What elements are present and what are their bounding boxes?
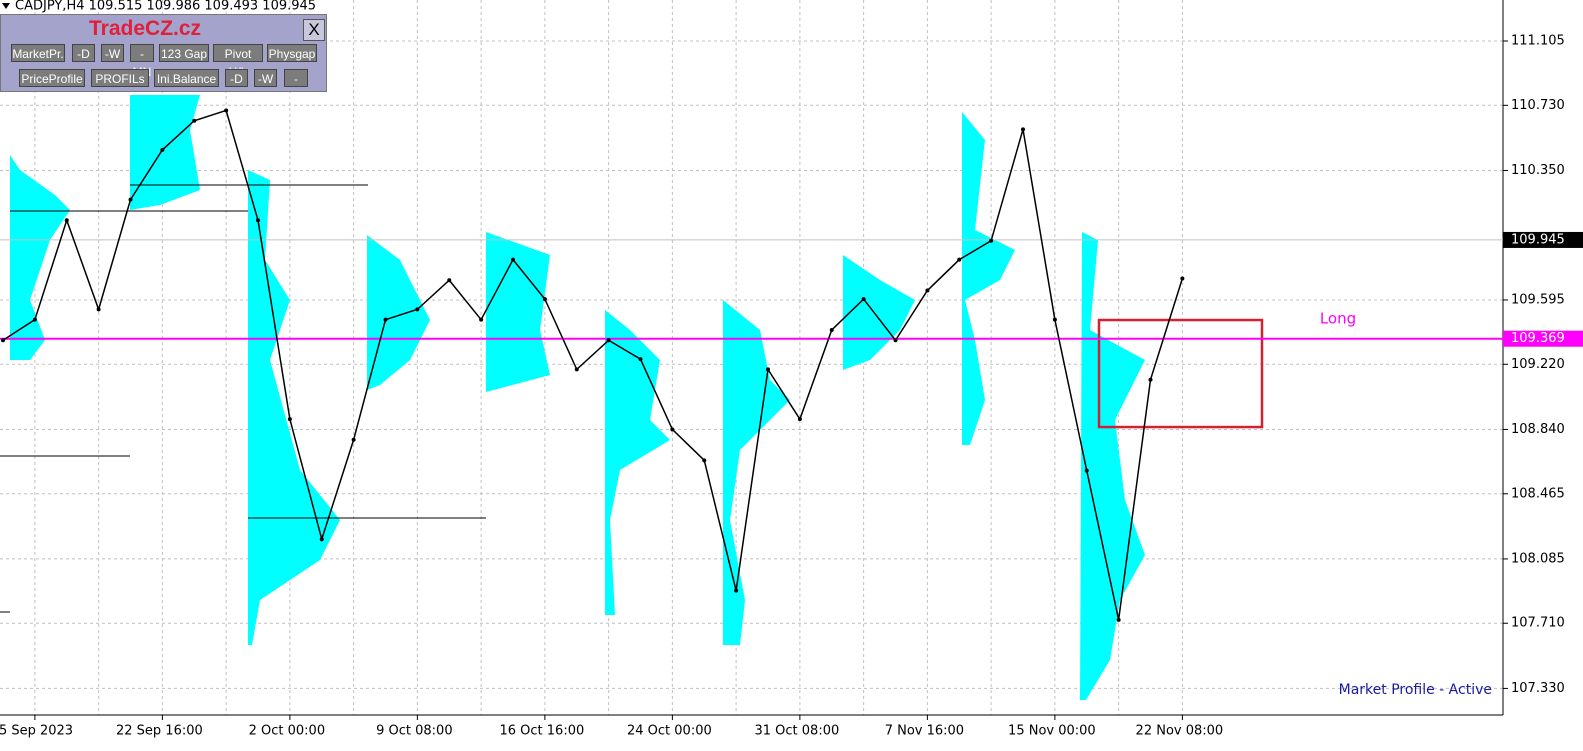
x-tick-label: 22 Sep 16:00 <box>116 724 203 739</box>
price-point <box>989 238 994 243</box>
profile <box>962 112 1015 445</box>
price-point <box>670 427 675 432</box>
level-tag <box>1503 330 1583 347</box>
y-tick-label: 109.595 <box>1511 292 1565 307</box>
price-point <box>479 317 484 322</box>
menu-arrow <box>2 3 10 9</box>
toolbar-button[interactable]: PROFILs <box>91 69 149 87</box>
toolbar-button[interactable]: -D <box>72 44 95 62</box>
price-point <box>1021 127 1025 132</box>
price-point <box>1148 377 1153 382</box>
price-point <box>287 417 292 422</box>
price-point <box>542 297 547 302</box>
status-label: Market Profile - Active <box>1339 682 1492 698</box>
price-point <box>861 297 866 302</box>
toolbar-button[interactable]: MarketPr. <box>11 44 65 62</box>
y-tick-label: 107.710 <box>1511 616 1565 631</box>
price-point <box>606 338 611 343</box>
price-point <box>638 357 643 362</box>
profile <box>130 95 200 210</box>
x-tick-label: 2 Oct 00:00 <box>249 724 325 739</box>
price-point <box>256 218 260 223</box>
y-tick-label: 111.105 <box>1511 33 1565 48</box>
profile <box>1080 232 1145 700</box>
zone-label: Long <box>1320 310 1356 328</box>
price-point <box>1084 468 1089 473</box>
price-point <box>224 108 229 113</box>
toolbar-button[interactable]: -MN <box>284 69 308 104</box>
x-tick-label: 31 Oct 08:00 <box>755 724 840 739</box>
price-point <box>1180 276 1185 281</box>
y-tick-label: 107.330 <box>1511 681 1565 696</box>
price-point <box>160 147 165 152</box>
y-tick-label: 108.840 <box>1511 422 1565 437</box>
price-point <box>383 317 388 322</box>
brand: TradeCZ.cz <box>89 17 202 40</box>
y-tick-label: 110.730 <box>1511 98 1565 113</box>
profile <box>843 255 915 370</box>
profile <box>723 300 790 645</box>
price-tag <box>1503 231 1583 248</box>
x-tick-label: 15 Sep 2023 <box>0 724 73 739</box>
toolbar-button[interactable]: Physgap <box>267 44 317 62</box>
toolbar-button[interactable]: -D <box>225 69 248 87</box>
price-point <box>797 417 802 422</box>
toolbar-button[interactable]: -W <box>101 44 124 62</box>
level-tag-label: 109.369 <box>1511 331 1565 346</box>
price-point <box>32 317 37 322</box>
price-point <box>925 288 930 293</box>
price-point <box>511 257 515 262</box>
chart-title: CADJPY,H4 109.515 109.986 109.493 109.94… <box>15 0 316 14</box>
price-line-series <box>2 109 1184 620</box>
toolbar-button[interactable]: Ini.Balance <box>154 69 219 87</box>
y-tick-label: 110.350 <box>1511 163 1565 178</box>
profile-lines <box>0 184 486 613</box>
profile <box>367 235 430 390</box>
price-point <box>96 307 101 312</box>
toolbar-button[interactable]: -W <box>254 69 277 87</box>
price-point <box>957 257 962 262</box>
toolbar-panel: TradeCZ.cz X MarketPr. -D -W -MN 123 GapPivo… <box>0 14 327 104</box>
price-point <box>702 458 707 463</box>
price-point <box>415 307 420 312</box>
toolbar-button[interactable]: 123 Gap <box>159 44 209 62</box>
y-tick-label: 109.220 <box>1511 357 1565 372</box>
x-tick-label: 15 Nov 00:00 <box>1008 724 1096 739</box>
price-point <box>64 218 69 223</box>
price-point <box>734 588 739 593</box>
price-point <box>766 367 770 372</box>
profile <box>605 310 670 615</box>
price-point <box>1116 617 1121 622</box>
price-point <box>1 338 5 343</box>
grid <box>0 0 1503 715</box>
close-button[interactable]: X <box>303 19 325 41</box>
x-tick-label: 9 Oct 08:00 <box>376 724 452 739</box>
price-point <box>574 367 579 372</box>
price-point <box>1052 317 1057 322</box>
toolbar-button[interactable]: PriceProfile <box>19 69 85 87</box>
x-tick-label: 16 Oct 16:00 <box>500 724 585 739</box>
price-tag-label: 109.945 <box>1511 232 1565 247</box>
market-profiles <box>10 95 1145 700</box>
toolbar-button[interactable]: -MN <box>130 44 154 79</box>
zone-box <box>1097 318 1264 429</box>
x-tick-label: 24 Oct 00:00 <box>627 724 712 739</box>
price-point <box>319 537 324 542</box>
profile <box>486 232 550 392</box>
price-point <box>192 118 197 123</box>
y-tick-label: 108.085 <box>1511 551 1565 566</box>
profile <box>10 155 70 360</box>
price-point <box>829 327 834 332</box>
price-point <box>128 197 133 202</box>
profile <box>248 170 340 645</box>
price-point <box>447 278 452 283</box>
y-tick-label: 108.465 <box>1511 486 1565 501</box>
toolbar-button[interactable]: Pivot H/L <box>213 44 263 79</box>
x-tick-label: 22 Nov 08:00 <box>1136 724 1224 739</box>
price-point <box>351 437 356 442</box>
x-tick-label: 7 Nov 16:00 <box>885 724 964 739</box>
price-point <box>893 338 898 343</box>
